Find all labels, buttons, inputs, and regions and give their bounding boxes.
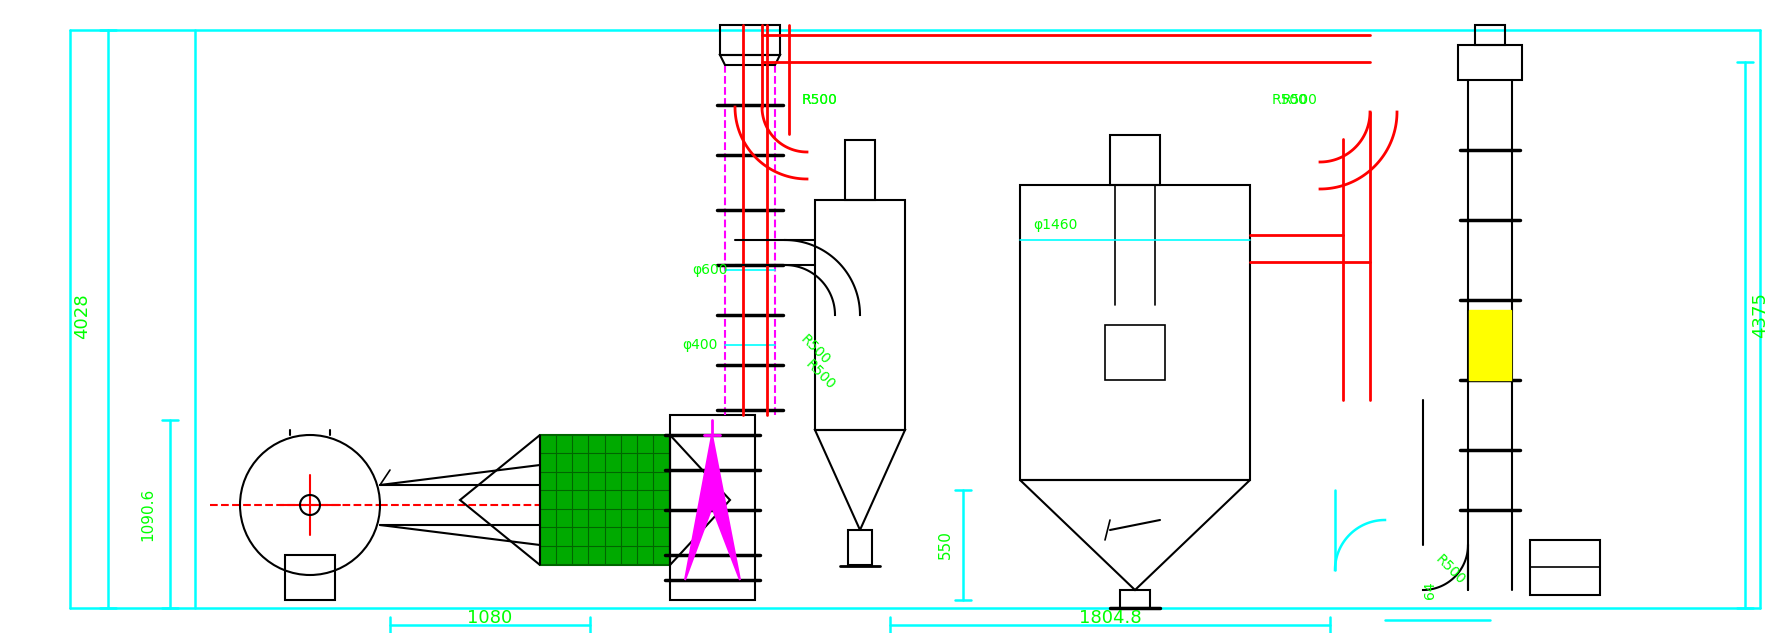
Text: 550: 550 [938,530,952,560]
Bar [1469,310,1510,380]
Bar [849,530,872,565]
Bar [1121,590,1149,608]
Bar [1019,185,1251,480]
Bar [1110,135,1160,185]
Bar [1530,540,1599,595]
Bar [541,435,671,565]
Bar [815,200,906,430]
Text: φ400: φ400 [683,338,717,352]
Text: R500: R500 [1272,93,1308,107]
Text: 1090.6: 1090.6 [141,487,155,541]
Text: 4028: 4028 [73,293,91,339]
Bar [1105,325,1165,380]
Text: 4375: 4375 [1751,292,1768,338]
Bar [285,555,334,600]
Bar [720,25,779,55]
Text: R500: R500 [802,358,838,392]
Text: R500: R500 [1432,553,1468,587]
Text: 1080: 1080 [468,609,512,627]
Text: R500: R500 [1283,93,1318,107]
Text: R500: R500 [802,93,838,107]
Text: 64: 64 [1423,581,1437,599]
Text: 1804.8: 1804.8 [1078,609,1142,627]
Bar [845,140,875,200]
Polygon shape [685,435,740,580]
Text: φ1460: φ1460 [1034,218,1078,232]
Text: R500: R500 [802,93,838,107]
Bar [1459,45,1523,80]
Text: φ600: φ600 [692,263,728,277]
Bar [1475,25,1505,45]
Text: R500: R500 [797,332,833,368]
Bar [671,415,754,600]
